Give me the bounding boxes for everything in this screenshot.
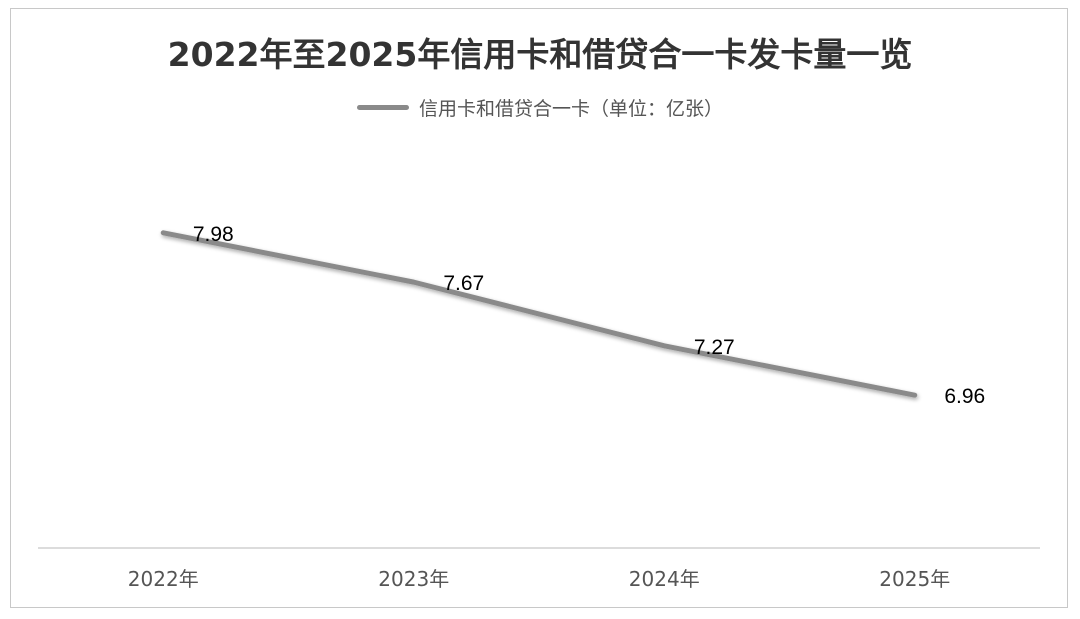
x-tick-label: 2023年 bbox=[378, 567, 449, 591]
chart-frame bbox=[10, 8, 1068, 608]
legend-swatch bbox=[356, 105, 409, 110]
data-label: 6.96 bbox=[944, 385, 985, 408]
data-point bbox=[663, 344, 666, 347]
data-point bbox=[913, 394, 916, 397]
data-label: 7.98 bbox=[193, 223, 234, 246]
data-point bbox=[162, 231, 165, 234]
legend-label: 信用卡和借贷合一卡（单位：亿张） bbox=[418, 98, 723, 120]
data-point bbox=[412, 281, 415, 284]
x-tick-label: 2024年 bbox=[629, 567, 700, 591]
series-line bbox=[160, 230, 918, 398]
legend: 信用卡和借贷合一卡（单位：亿张） bbox=[0, 94, 1080, 121]
x-tick-label: 2022年 bbox=[128, 567, 199, 591]
data-label: 7.27 bbox=[694, 336, 735, 359]
data-label: 7.67 bbox=[443, 272, 484, 295]
chart-title: 2022年至2025年信用卡和借贷合一卡发卡量一览 bbox=[167, 35, 913, 74]
x-tick-label: 2025年 bbox=[879, 567, 950, 591]
